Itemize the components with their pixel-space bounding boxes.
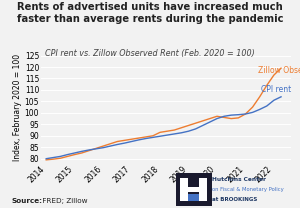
Bar — [180, 187, 207, 192]
Bar — [199, 178, 207, 201]
Text: Source:: Source: — [12, 198, 43, 204]
Text: Zillow Observed Rent Index: Zillow Observed Rent Index — [258, 66, 300, 75]
Text: Hutchins Center: Hutchins Center — [212, 177, 266, 182]
Text: CPI rent vs. Zillow Observed Rent (Feb. 2020 = 100): CPI rent vs. Zillow Observed Rent (Feb. … — [45, 49, 255, 58]
Y-axis label: Index, February 2020 = 100: Index, February 2020 = 100 — [13, 53, 22, 161]
Text: on Fiscal & Monetary Policy: on Fiscal & Monetary Policy — [212, 187, 283, 192]
Text: Rents of advertised units have increased much
faster than average rents during t: Rents of advertised units have increased… — [17, 2, 283, 24]
Text: CPI rent: CPI rent — [261, 85, 291, 94]
Bar — [188, 194, 199, 201]
Text: FRED; Zillow: FRED; Zillow — [40, 198, 88, 204]
Text: at BROOKINGS: at BROOKINGS — [212, 197, 257, 202]
Bar — [180, 178, 188, 201]
